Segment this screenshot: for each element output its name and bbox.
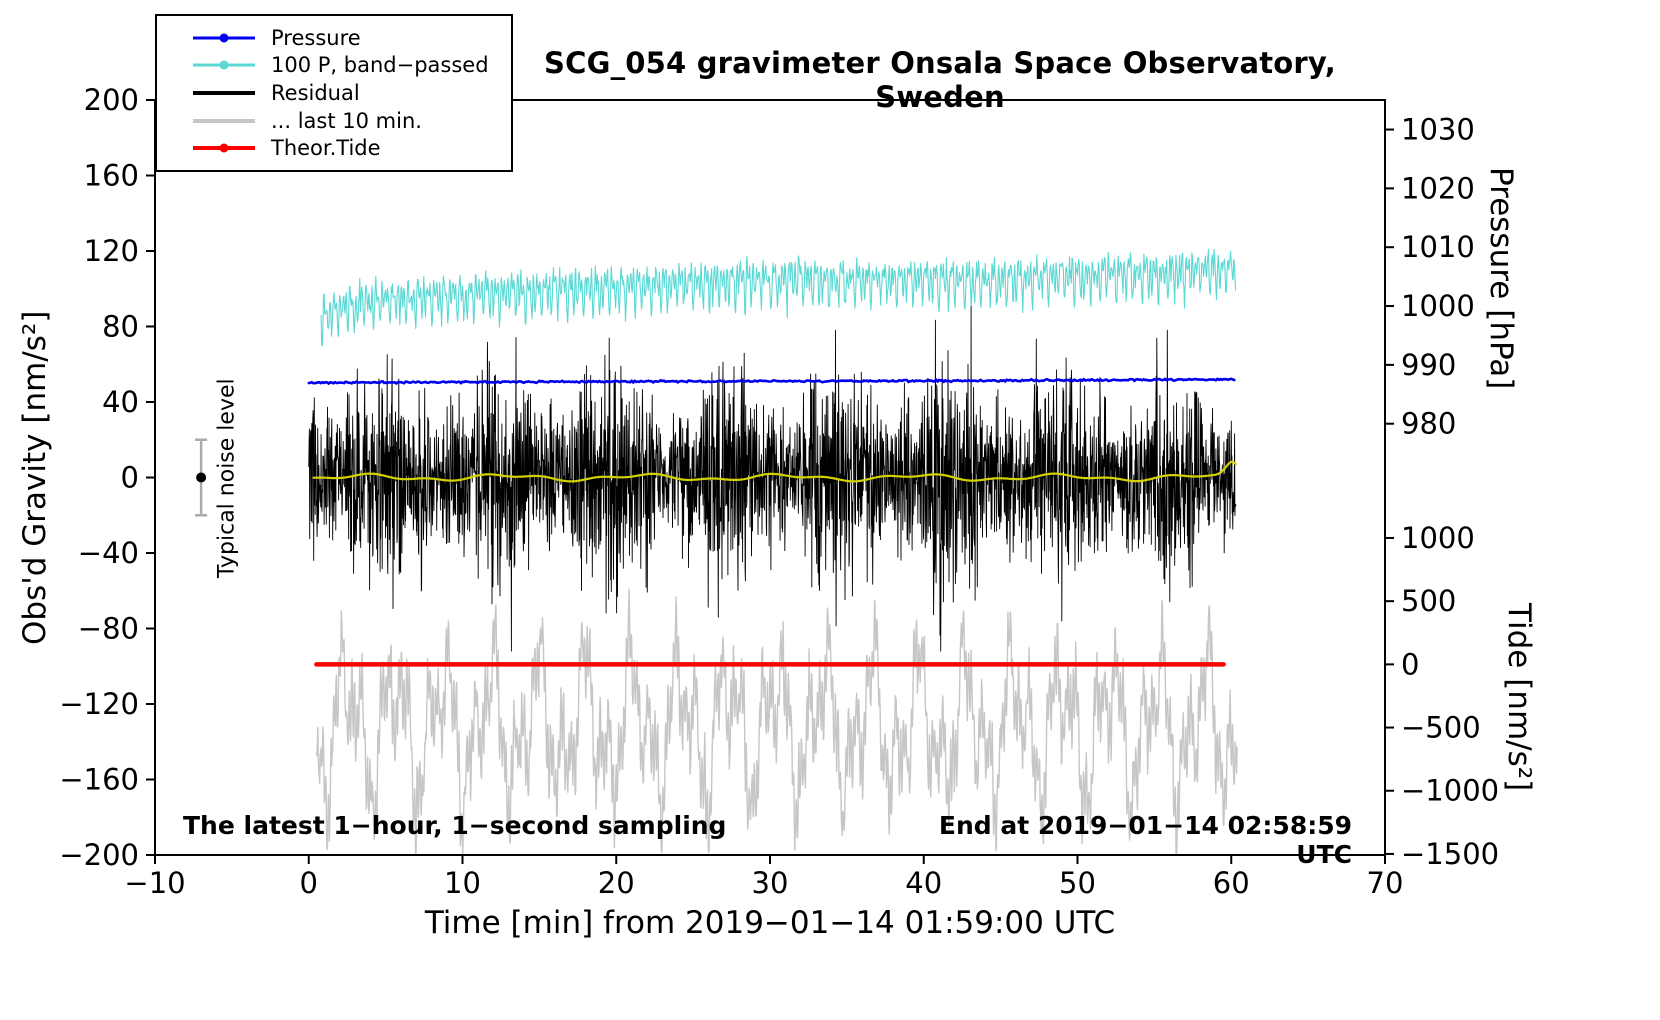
svg-text:1030: 1030	[1401, 113, 1475, 147]
legend-item-last10min: ... last 10 min.	[193, 107, 511, 134]
svg-text:1000: 1000	[1401, 521, 1475, 555]
svg-text:1020: 1020	[1401, 171, 1475, 205]
chart-title: SCG_054 gravimeter Onsala Space Observat…	[544, 46, 1336, 114]
end-time-annotation: End at 2019−01−14 02:58:59 UTC	[938, 811, 1352, 869]
y-axis-label-gravity: Obs'd Gravity [nm/s²]	[17, 310, 53, 645]
legend: Pressure 100 P, band−passed Residual ...…	[155, 14, 513, 172]
svg-text:10: 10	[444, 866, 481, 900]
svg-text:−160: −160	[59, 763, 139, 797]
noise-level-label: Typical noise level	[214, 378, 240, 578]
legend-item-theor-tide: Theor.Tide	[193, 135, 511, 162]
svg-text:−1000: −1000	[1401, 774, 1499, 808]
svg-text:−10: −10	[124, 866, 185, 900]
svg-text:500: 500	[1401, 584, 1456, 618]
svg-text:−120: −120	[59, 687, 139, 721]
svg-text:120: 120	[84, 234, 139, 268]
last10min-line-marker-icon	[193, 115, 255, 127]
legend-label: Pressure	[271, 25, 361, 50]
legend-item-bandpassed: 100 P, band−passed	[193, 52, 511, 79]
svg-text:980: 980	[1401, 407, 1456, 441]
svg-text:−500: −500	[1401, 711, 1481, 745]
svg-text:50: 50	[1059, 866, 1096, 900]
svg-text:70: 70	[1367, 866, 1404, 900]
legend-item-pressure: Pressure	[193, 24, 511, 51]
bandpassed-line-marker-icon	[193, 59, 255, 71]
svg-text:160: 160	[84, 159, 139, 193]
y-axis-label-pressure: Pressure [hPa]	[1483, 166, 1519, 390]
pressure-line-marker-icon	[193, 32, 255, 44]
svg-text:0: 0	[1401, 647, 1419, 681]
legend-label: 100 P, band−passed	[271, 53, 489, 78]
legend-item-residual: Residual	[193, 79, 511, 106]
svg-text:60: 60	[1213, 866, 1250, 900]
svg-text:40: 40	[102, 385, 139, 419]
svg-text:−40: −40	[78, 536, 139, 570]
svg-text:0: 0	[300, 866, 318, 900]
svg-text:990: 990	[1401, 348, 1456, 382]
svg-text:−80: −80	[78, 612, 139, 646]
legend-label: Theor.Tide	[271, 136, 381, 161]
legend-label: Residual	[271, 80, 360, 105]
svg-text:0: 0	[121, 461, 139, 495]
theor-tide-line-marker-icon	[193, 142, 255, 154]
svg-text:200: 200	[84, 83, 139, 117]
svg-text:1000: 1000	[1401, 289, 1475, 323]
svg-text:30: 30	[752, 866, 789, 900]
svg-text:−200: −200	[59, 838, 139, 872]
svg-text:80: 80	[102, 310, 139, 344]
sampling-annotation: The latest 1−hour, 1−second sampling	[183, 811, 727, 840]
svg-text:−1500: −1500	[1401, 837, 1499, 871]
y-axis-label-tide: Tide [nm/s²]	[1501, 602, 1537, 792]
svg-text:1010: 1010	[1401, 230, 1475, 264]
residual-line-marker-icon	[193, 87, 255, 99]
svg-text:20: 20	[598, 866, 635, 900]
legend-label: ... last 10 min.	[271, 108, 422, 133]
x-axis-label: Time [min] from 2019−01−14 01:59:00 UTC	[424, 905, 1116, 941]
svg-text:40: 40	[905, 866, 942, 900]
